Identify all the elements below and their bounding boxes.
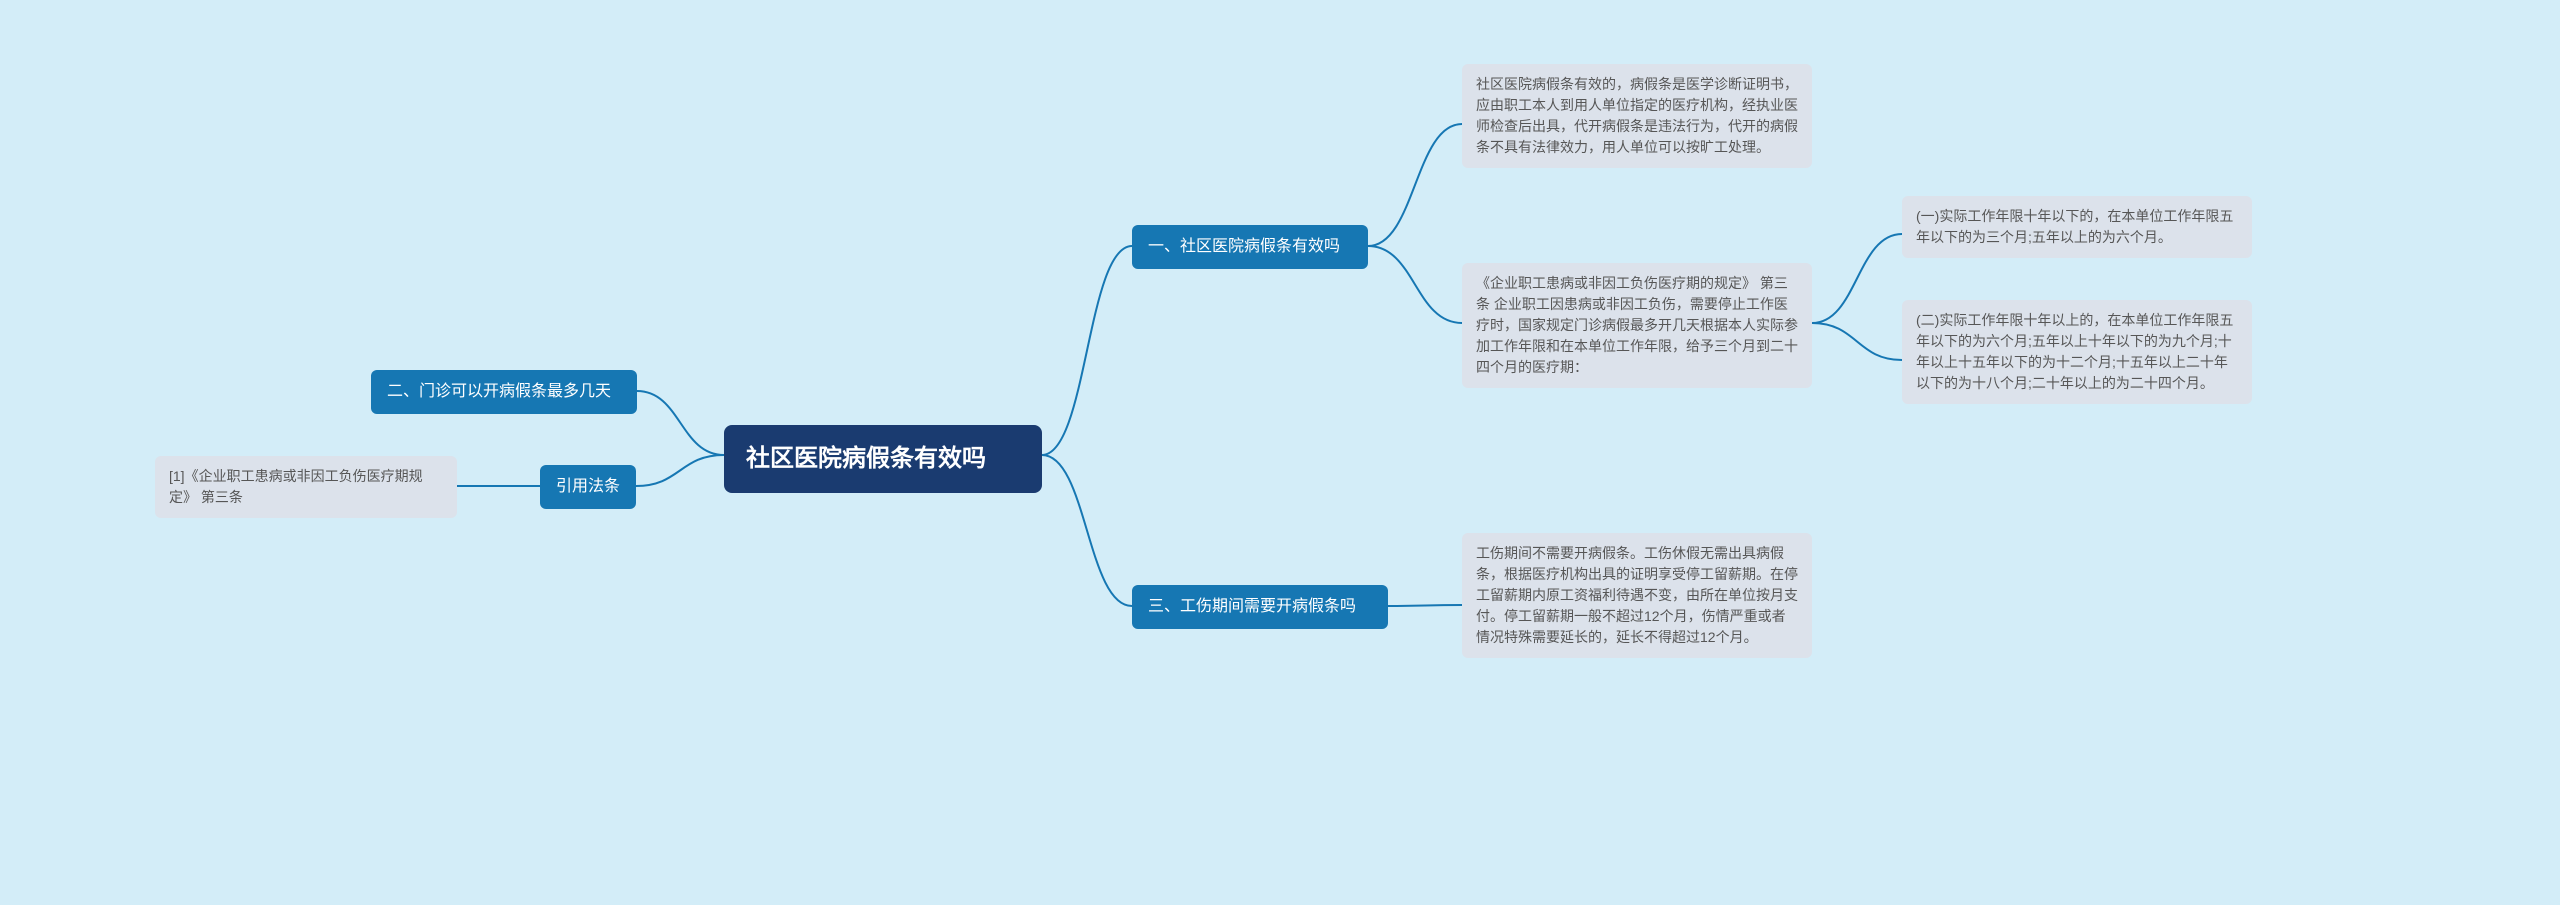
leaf-s1-c1[interactable]: 社区医院病假条有效的，病假条是医学诊断证明书，应由职工本人到用人单位指定的医疗机… [1462,64,1812,168]
leaf-s1-c2-d2[interactable]: (二)实际工作年限十年以上的，在本单位工作年限五年以下的为六个月;五年以上十年以… [1902,300,2252,404]
leaf-s1-c2-d1[interactable]: (一)实际工作年限十年以下的，在本单位工作年限五年以下的为三个月;五年以上的为六… [1902,196,2252,258]
leaf-citation-1[interactable]: [1]《企业职工患病或非因工负伤医疗期规定》 第三条 [155,456,457,518]
root-node[interactable]: 社区医院病假条有效吗 [724,425,1042,493]
mindmap-canvas: 社区医院病假条有效吗 一、社区医院病假条有效吗 社区医院病假条有效的，病假条是医… [0,0,2560,905]
leaf-s3-c1[interactable]: 工伤期间不需要开病假条。工伤休假无需出具病假条，根据医疗机构出具的证明享受停工留… [1462,533,1812,658]
branch-citations[interactable]: 引用法条 [540,465,636,509]
connectors-layer [0,0,2560,905]
branch-section-2[interactable]: 二、门诊可以开病假条最多几天 [371,370,637,414]
branch-section-1[interactable]: 一、社区医院病假条有效吗 [1132,225,1368,269]
leaf-s1-c2[interactable]: 《企业职工患病或非因工负伤医疗期的规定》 第三条 企业职工因患病或非因工负伤，需… [1462,263,1812,388]
branch-section-3[interactable]: 三、工伤期间需要开病假条吗 [1132,585,1388,629]
